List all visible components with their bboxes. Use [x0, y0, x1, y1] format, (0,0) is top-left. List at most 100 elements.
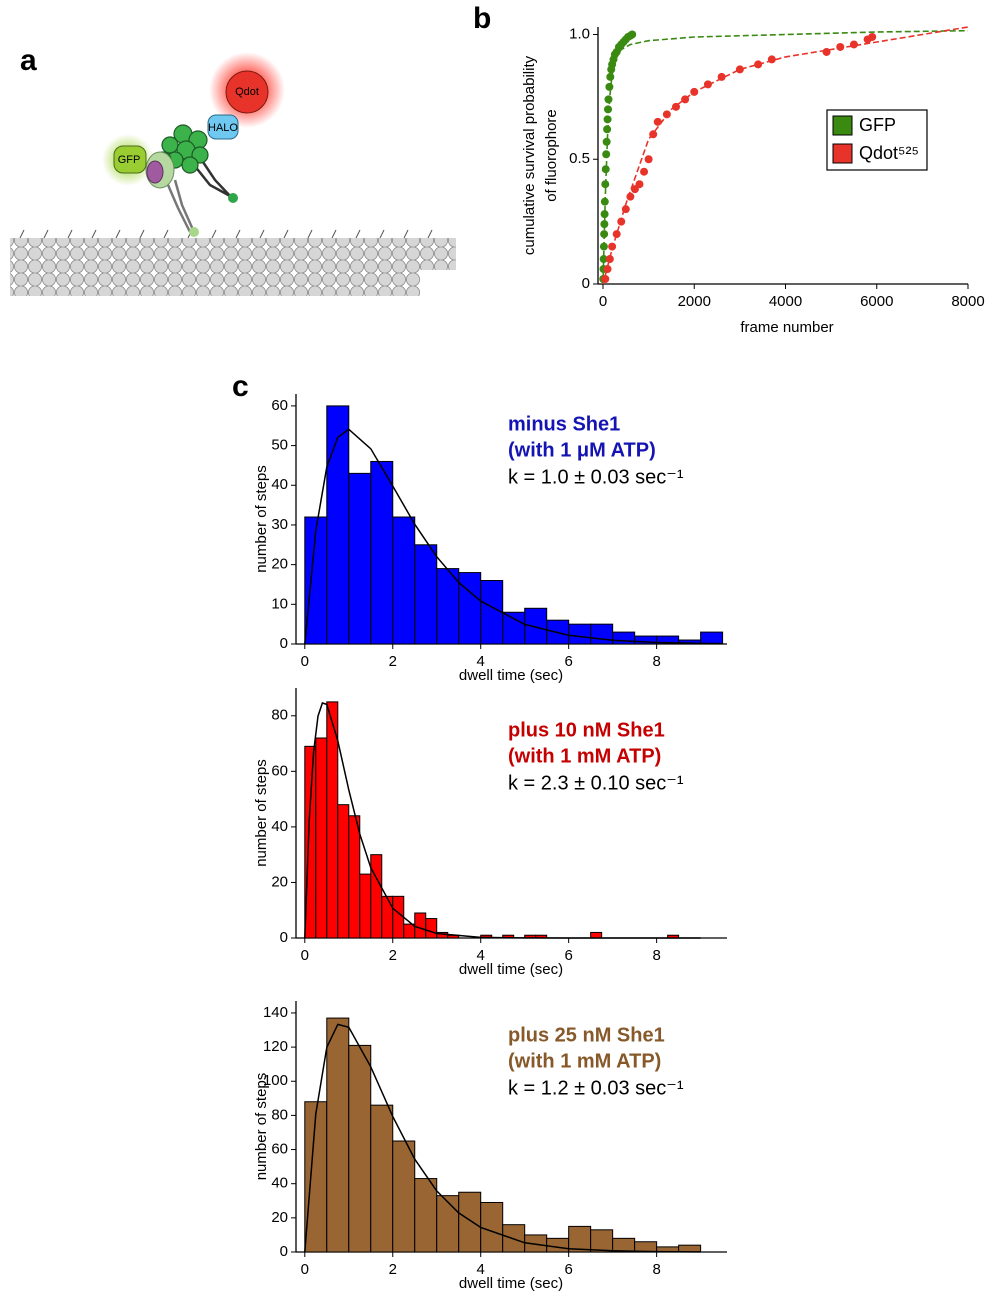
bar: [546, 1237, 570, 1253]
x-axis-label: dwell time (sec): [459, 961, 563, 978]
bar: [359, 873, 372, 939]
bar: [326, 405, 350, 645]
x-tick-label: 6: [565, 947, 573, 964]
data-point: [599, 242, 608, 251]
data-point: [603, 125, 612, 134]
bar: [678, 1244, 702, 1253]
mt-binding-domain: [189, 227, 199, 237]
x-tick-label: 4: [477, 653, 485, 670]
bar: [502, 611, 526, 645]
y-tick-label: 120: [263, 1038, 288, 1055]
x-tick-label: 4000: [769, 293, 802, 310]
data-point: [602, 137, 611, 146]
y-tick-label: 20: [271, 556, 288, 573]
data-point: [601, 275, 610, 284]
data-point: [868, 32, 877, 41]
data-point: [735, 65, 744, 74]
x-axis-label: dwell time (sec): [459, 1275, 563, 1292]
data-point: [628, 30, 637, 39]
data-point: [767, 55, 776, 64]
data-point: [626, 192, 635, 201]
bar: [480, 580, 504, 645]
bar: [304, 1101, 328, 1253]
bar: [403, 923, 416, 939]
bar: [590, 1229, 614, 1253]
diagram-label: HALO: [208, 122, 238, 134]
bar: [392, 895, 405, 939]
mt-binding-domain: [228, 193, 238, 203]
data-point: [754, 60, 763, 69]
fit-curve: [304, 702, 701, 939]
fit-curve: [304, 1023, 701, 1253]
bar: [392, 516, 416, 645]
data-point: [604, 105, 613, 114]
legend-label: GFP: [859, 115, 896, 135]
y-tick-label: 60: [271, 1141, 288, 1158]
rate-label: k = 2.3 ± 0.10 sec⁻¹: [508, 772, 684, 794]
x-tick-label: 6: [565, 1261, 573, 1278]
x-axis-label: frame number: [740, 319, 833, 336]
bar: [436, 1195, 460, 1253]
x-tick-label: 8: [652, 653, 660, 670]
y-tick-label: 0: [280, 1243, 288, 1260]
legend-label: Qdot⁵²⁵: [859, 143, 919, 163]
bar: [425, 918, 438, 939]
y-axis-label: number of steps: [253, 465, 270, 573]
data-point: [640, 167, 649, 176]
bar: [381, 895, 394, 939]
bar: [348, 1044, 372, 1253]
bar: [700, 631, 724, 645]
bar: [348, 815, 361, 939]
gfp-tag: [113, 145, 147, 174]
x-tick-label: 2: [389, 947, 397, 964]
y-tick-label: 50: [271, 437, 288, 454]
x-tick-label: 0: [301, 1261, 309, 1278]
data-point: [601, 165, 610, 174]
microtubule: [420, 238, 456, 270]
panel-label: a: [20, 44, 37, 77]
bar: [348, 472, 372, 645]
x-tick-label: 6: [565, 653, 573, 670]
legend-swatch: [832, 143, 853, 164]
legend-swatch: [832, 115, 853, 136]
x-tick-label: 0: [301, 947, 309, 964]
y-axis-label: of fluorophore: [543, 109, 560, 202]
bar: [590, 931, 603, 939]
bar: [370, 854, 383, 939]
y-tick-label: 0: [582, 275, 590, 292]
y-tick-label: 40: [271, 1175, 288, 1192]
data-point: [653, 117, 662, 126]
data-point: [672, 102, 680, 111]
data-point: [822, 47, 831, 56]
data-point: [690, 87, 699, 96]
halo-tag: [207, 114, 239, 140]
bar: [315, 737, 328, 939]
stalk: [163, 177, 196, 233]
fit-curve: [304, 428, 723, 645]
panel-label: b: [473, 2, 491, 35]
y-tick-label: 0: [280, 635, 288, 652]
data-point: [612, 230, 621, 239]
data-point: [605, 82, 614, 91]
bar: [458, 1191, 482, 1253]
data-point: [600, 220, 609, 229]
y-tick-label: 60: [271, 397, 288, 414]
y-tick-label: 30: [271, 516, 288, 533]
diagram-label: Qdot: [235, 86, 259, 98]
x-axis-label: dwell time (sec): [459, 667, 563, 684]
data-point: [849, 40, 858, 49]
data-point: [836, 42, 845, 51]
x-tick-label: 0: [599, 293, 607, 310]
bar: [414, 1178, 438, 1253]
x-tick-label: 4: [477, 947, 485, 964]
bar: [590, 623, 614, 645]
data-point: [600, 197, 609, 206]
bar: [612, 631, 636, 645]
annotation: plus 25 nM She1: [508, 1024, 665, 1046]
data-point: [605, 255, 614, 264]
data-point: [681, 95, 690, 104]
data-point: [600, 210, 609, 219]
y-tick-label: 140: [263, 1004, 288, 1021]
x-tick-label: 4: [477, 1261, 485, 1278]
